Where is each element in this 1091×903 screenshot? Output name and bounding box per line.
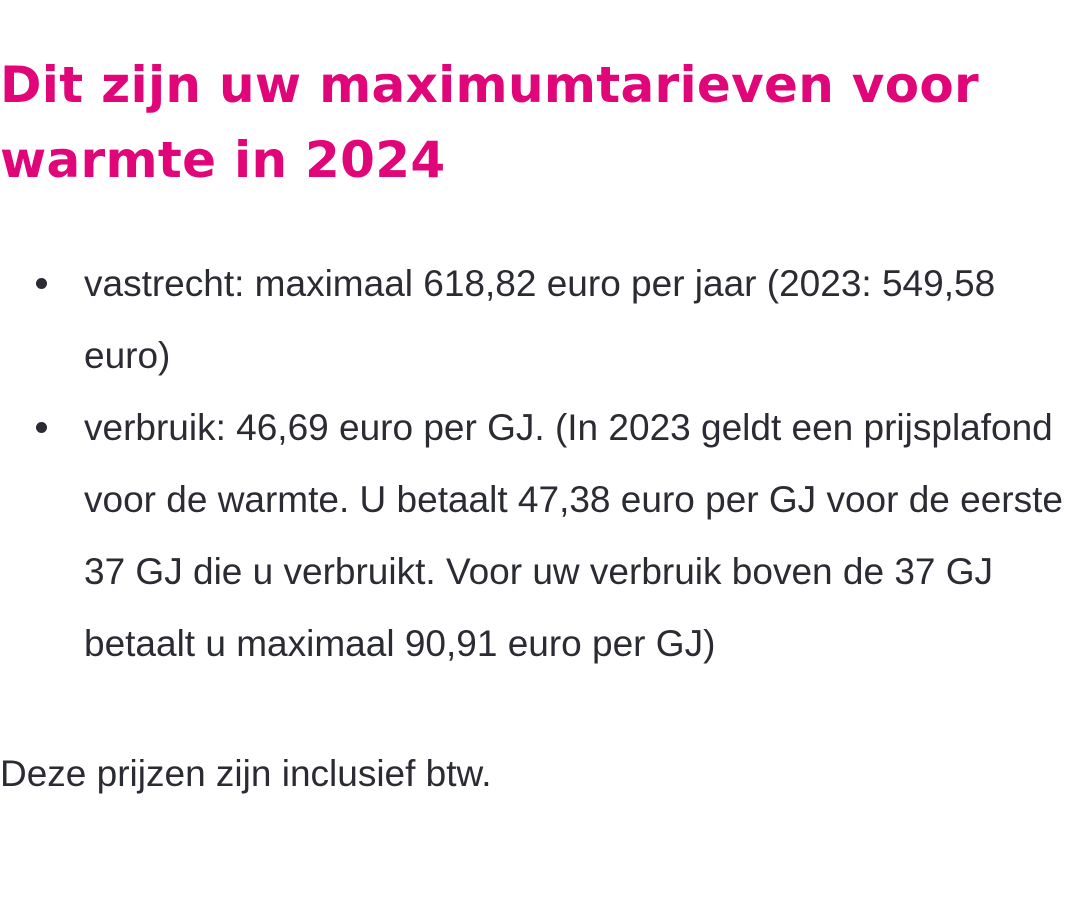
list-item-verbruik: verbruik: 46,69 euro per GJ. (In 2023 ge…: [0, 392, 1091, 680]
list-item-text: verbruik: 46,69 euro per GJ. (In 2023 ge…: [84, 407, 1063, 664]
vat-note: Deze prijzen zijn inclusief btw.: [0, 753, 492, 794]
tariff-content: Dit zijn uw maximumtarieven voor warmte …: [0, 48, 1091, 810]
bullet-icon: [36, 422, 47, 433]
bullet-icon: [36, 278, 47, 289]
list-item-vastrecht: vastrecht: maximaal 618,82 euro per jaar…: [0, 248, 1091, 392]
page-title: Dit zijn uw maximumtarieven voor warmte …: [0, 56, 979, 189]
list-item-text: vastrecht: maximaal 618,82 euro per jaar…: [84, 263, 996, 376]
tariff-list: vastrecht: maximaal 618,82 euro per jaar…: [0, 248, 1091, 680]
